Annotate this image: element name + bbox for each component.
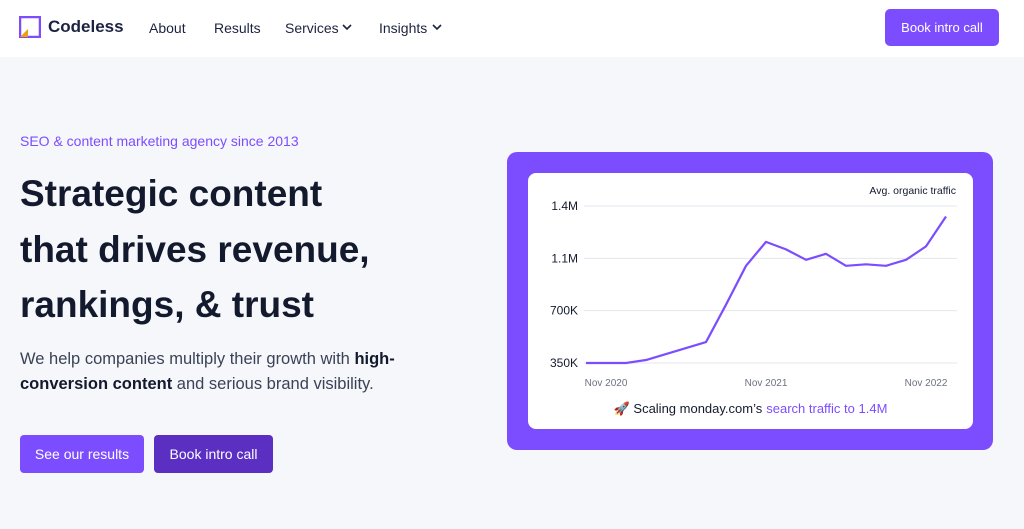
line [586, 215, 947, 365]
y-tick-label: 1.4M [551, 199, 578, 213]
y-tick-label: 350K [550, 356, 578, 370]
text: and serious brand visibility. [172, 375, 374, 393]
legend-label: Avg. organic traffic [869, 185, 956, 197]
chart-card: 350K 700K 1.1M 1.4M Nov 2020 Nov 2021 Nov 2022… [507, 152, 993, 450]
caption-text: 🚀 Scaling monday.com’s [613, 401, 763, 416]
nav-link[interactable]: Results [214, 20, 261, 36]
headline: that drives revenue, [20, 229, 370, 270]
nav-link[interactable]: Services [285, 20, 339, 36]
button[interactable]: See our results [20, 435, 144, 473]
nav-link[interactable]: Insights [379, 20, 428, 36]
text: We help companies multiply their growth … [20, 350, 355, 368]
tagline: SEO & content marketing agency since 201… [20, 133, 299, 149]
brand[interactable]: Codeless [48, 17, 124, 36]
y-tick-label: 1.1M [551, 251, 578, 265]
y-tick-label: 700K [550, 304, 578, 318]
button[interactable]: Book intro call [154, 435, 273, 473]
headline: rankings, & trust [20, 284, 314, 325]
chart-panel: 350K 700K 1.1M 1.4M Nov 2020 Nov 2021 Nov 2022… [528, 173, 973, 429]
x-tick-label: Nov 2022 [905, 378, 948, 389]
chevron[interactable] [432, 23, 442, 31]
cta-button[interactable]: Book intro call [885, 9, 999, 46]
hero-text: We help companies multiply their growth … [20, 347, 410, 397]
x-tick-label: Nov 2021 [745, 378, 788, 389]
chart: 350K 700K 1.1M 1.4M Nov 2020 Nov 2021 Nov 2022… [550, 185, 957, 389]
logo[interactable] [19, 16, 41, 38]
nav-link[interactable]: About [149, 20, 186, 36]
nav-bar: Codeless About Results Services Insights… [0, 0, 1024, 57]
headline: Strategic content [20, 173, 323, 214]
caption: 🚀 Scaling monday.com’s search traffic to … [528, 401, 973, 417]
x-tick-label: Nov 2020 [585, 378, 628, 389]
caption-highlight: search traffic to 1.4M [766, 401, 888, 416]
text-bold: high-conversion content [20, 350, 395, 393]
chevron[interactable] [342, 23, 352, 31]
